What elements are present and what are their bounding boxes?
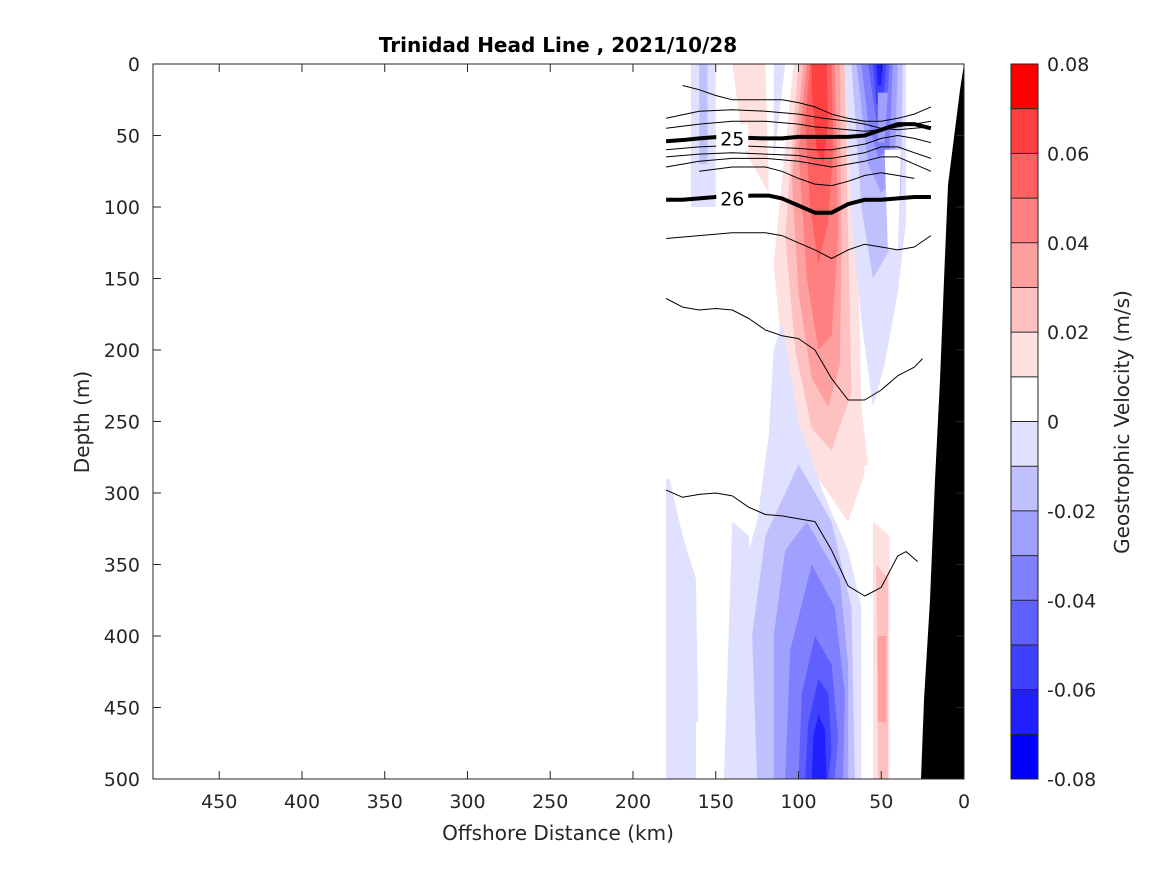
y-tick-label: 450	[104, 698, 140, 720]
colorbar-swatch	[1011, 332, 1038, 378]
density-contour	[666, 156, 932, 172]
y-tick-label: 500	[104, 769, 140, 791]
density-contour-labeled	[666, 193, 931, 215]
colorbar-label: Geostrophic Velocity (m/s)	[1110, 290, 1134, 554]
density-contour-labels: 25 26	[716, 124, 749, 211]
density-contour	[665, 298, 923, 401]
x-axis: 450 400 350 300 250 200 150 100 50 0	[201, 64, 970, 813]
colorbar-swatch	[1011, 64, 1038, 110]
colorbar-tick-label: -0.04	[1047, 590, 1096, 612]
colorbar-tick-label: -0.02	[1047, 501, 1096, 523]
x-tick-label: 150	[698, 791, 734, 813]
colorbar-tick-label: 0.08	[1047, 54, 1089, 76]
x-tick-label: 200	[615, 791, 651, 813]
plot-area: 25 26	[152, 63, 965, 780]
contour-label-background	[716, 124, 749, 151]
y-tick-label: 150	[104, 269, 140, 291]
velocity-region-neg	[699, 64, 708, 165]
seafloor-bathymetry	[921, 64, 964, 779]
velocity-region-pos	[811, 64, 829, 165]
density-contour	[666, 120, 931, 132]
density-contour	[665, 109, 931, 131]
y-tick-label: 50	[116, 126, 140, 148]
colorbar-tick-label: -0.08	[1047, 769, 1096, 791]
colorbar-swatch	[1011, 466, 1038, 512]
density-contours	[665, 85, 932, 597]
x-tick-label: 0	[958, 791, 970, 813]
colorbar-swatch	[1011, 108, 1038, 154]
y-axis-label: Depth (m)	[70, 371, 94, 473]
density-contour-labeled	[665, 122, 932, 144]
colorbar-swatch	[1011, 242, 1038, 288]
y-tick-label: 0	[128, 54, 140, 76]
y-tick-label: 100	[104, 197, 140, 219]
velocity-field	[666, 64, 907, 779]
x-tick-label: 100	[780, 791, 816, 813]
velocity-region-neg	[666, 478, 700, 779]
x-tick-label: 450	[201, 791, 237, 813]
colorbar-swatch	[1011, 510, 1038, 557]
colorbar-swatch	[1011, 689, 1038, 735]
contour-label: 25	[720, 128, 744, 150]
velocity-region-pos	[695, 721, 703, 779]
x-tick-label: 250	[532, 791, 568, 813]
colorbar: 0.08 0.06 0.04 0.02 0 -0.02 -0.04 -0.06 -0.08	[1010, 54, 1096, 791]
velocity-region-pos	[666, 64, 680, 250]
colorbar-tick-label: 0.06	[1047, 143, 1089, 165]
colorbar-swatch	[1011, 644, 1038, 691]
density-contour	[666, 232, 932, 259]
colorbar-swatch	[1011, 376, 1038, 422]
density-contour	[682, 85, 932, 122]
x-tick-label: 350	[367, 791, 403, 813]
x-tick-label: 400	[284, 791, 320, 813]
contour-label-background	[716, 184, 749, 211]
x-axis-label: Offshore Distance (km)	[442, 821, 674, 845]
velocity-region-neg	[724, 521, 758, 779]
colorbar-swatch	[1011, 600, 1038, 646]
colorbar-tick-label: 0	[1047, 412, 1059, 434]
colorbar-swatch	[1011, 153, 1038, 199]
colorbar-swatch	[1011, 555, 1038, 601]
y-tick-label: 350	[104, 555, 140, 577]
y-tick-label: 300	[104, 483, 140, 505]
density-contour	[665, 489, 919, 597]
density-contour	[699, 166, 915, 187]
colorbar-frame	[1010, 63, 1039, 780]
velocity-region-pos	[877, 636, 887, 722]
velocity-region-pos	[732, 64, 769, 193]
colorbar-tick-label: 0.02	[1047, 322, 1089, 344]
colorbar-tick-label: -0.06	[1047, 680, 1096, 702]
contour-label: 26	[720, 188, 744, 210]
y-tick-label: 250	[104, 412, 140, 434]
x-tick-label: 50	[869, 791, 893, 813]
density-contour	[666, 146, 932, 159]
colorbar-swatch	[1011, 287, 1038, 333]
y-tick-label: 400	[104, 626, 140, 648]
colorbar-swatch	[1011, 734, 1038, 780]
colorbar-tick-label: 0.04	[1047, 233, 1089, 255]
chart-title: Trinidad Head Line , 2021/10/28	[379, 33, 737, 57]
colorbar-swatch	[1011, 198, 1038, 244]
colorbar-swatch	[1011, 421, 1038, 467]
x-tick-label: 300	[449, 791, 485, 813]
y-tick-label: 200	[104, 340, 140, 362]
velocity-region-neg	[811, 714, 827, 779]
y-axis: 0 50 100 150 200 250 300 350 400 450 500	[104, 54, 964, 791]
